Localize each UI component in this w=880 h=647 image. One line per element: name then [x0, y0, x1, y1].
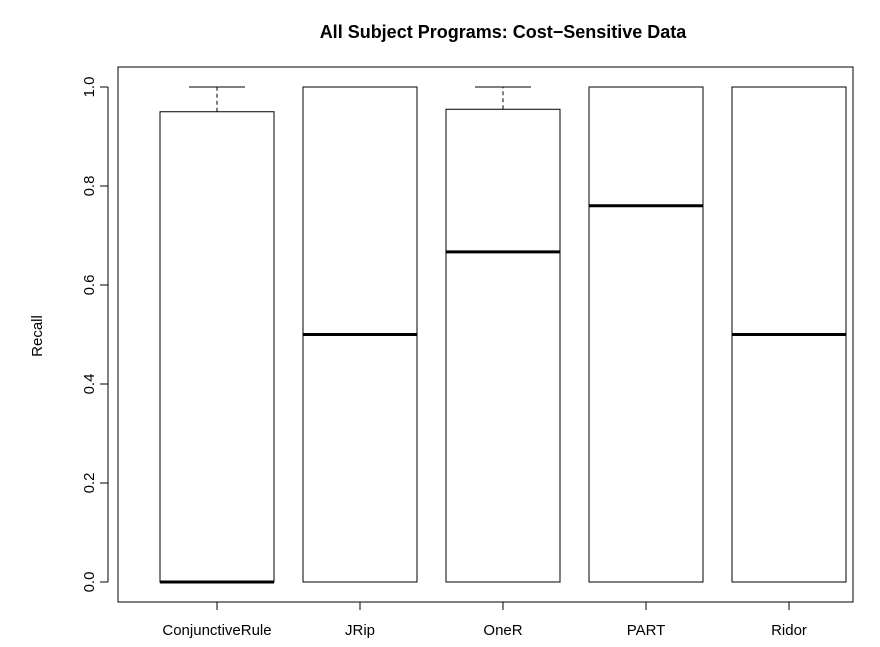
x-tick-label: ConjunctiveRule	[162, 622, 271, 639]
x-tick-label: JRip	[345, 622, 375, 639]
y-tick-label: 0.8	[81, 176, 98, 197]
box-ridor	[731, 86, 847, 583]
x-axis: ConjunctiveRule JRip OneR PART Ridor	[162, 601, 807, 639]
box-iqr	[159, 111, 275, 583]
chart-title: All Subject Programs: Cost−Sensitive Dat…	[320, 22, 688, 42]
y-tick-label: 1.0	[81, 77, 98, 98]
box-jrip	[302, 86, 418, 583]
x-tick-label: OneR	[483, 622, 522, 639]
box-conjunctiverule	[159, 86, 275, 584]
box-oner	[445, 86, 561, 583]
boxes-layer	[159, 86, 847, 584]
box-iqr	[588, 86, 704, 583]
box-iqr	[445, 108, 561, 583]
y-axis-label: Recall	[29, 315, 46, 357]
x-tick-label: PART	[627, 622, 666, 639]
y-tick-label: 0.4	[81, 374, 98, 395]
x-tick-label: Ridor	[771, 622, 807, 639]
y-tick-label: 0.2	[81, 473, 98, 494]
y-tick-label: 0.6	[81, 275, 98, 296]
y-tick-label: 0.0	[81, 572, 98, 593]
box-part	[588, 86, 704, 583]
y-axis: 0.0 0.2 0.4 0.6 0.8 1.0	[81, 77, 109, 593]
